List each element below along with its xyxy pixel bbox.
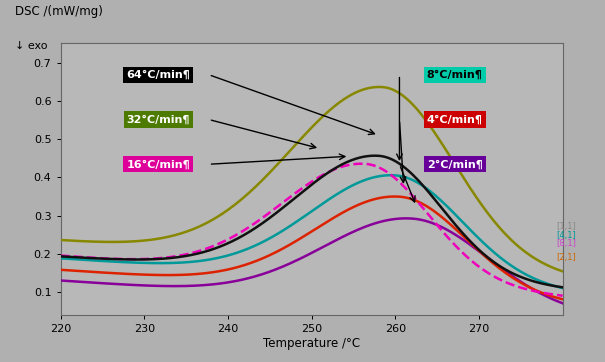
Text: [4,1]: [4,1] — [556, 231, 576, 240]
Text: 32°C/min¶: 32°C/min¶ — [126, 114, 190, 125]
Text: DSC /(mW/mg): DSC /(mW/mg) — [15, 5, 103, 18]
Text: 4°C/min¶: 4°C/min¶ — [427, 114, 483, 125]
X-axis label: Temperature /°C: Temperature /°C — [263, 337, 360, 350]
Text: [8,1]: [8,1] — [556, 239, 576, 248]
Text: 64°C/min¶: 64°C/min¶ — [126, 70, 191, 80]
Text: 16°C/min¶: 16°C/min¶ — [126, 159, 191, 169]
Text: 2°C/min¶: 2°C/min¶ — [427, 159, 483, 169]
Text: [2,1]: [2,1] — [556, 253, 576, 262]
Text: [1,1]: [1,1] — [556, 223, 576, 231]
Text: ↓ exo: ↓ exo — [15, 41, 48, 51]
Text: 8°C/min¶: 8°C/min¶ — [427, 70, 483, 80]
